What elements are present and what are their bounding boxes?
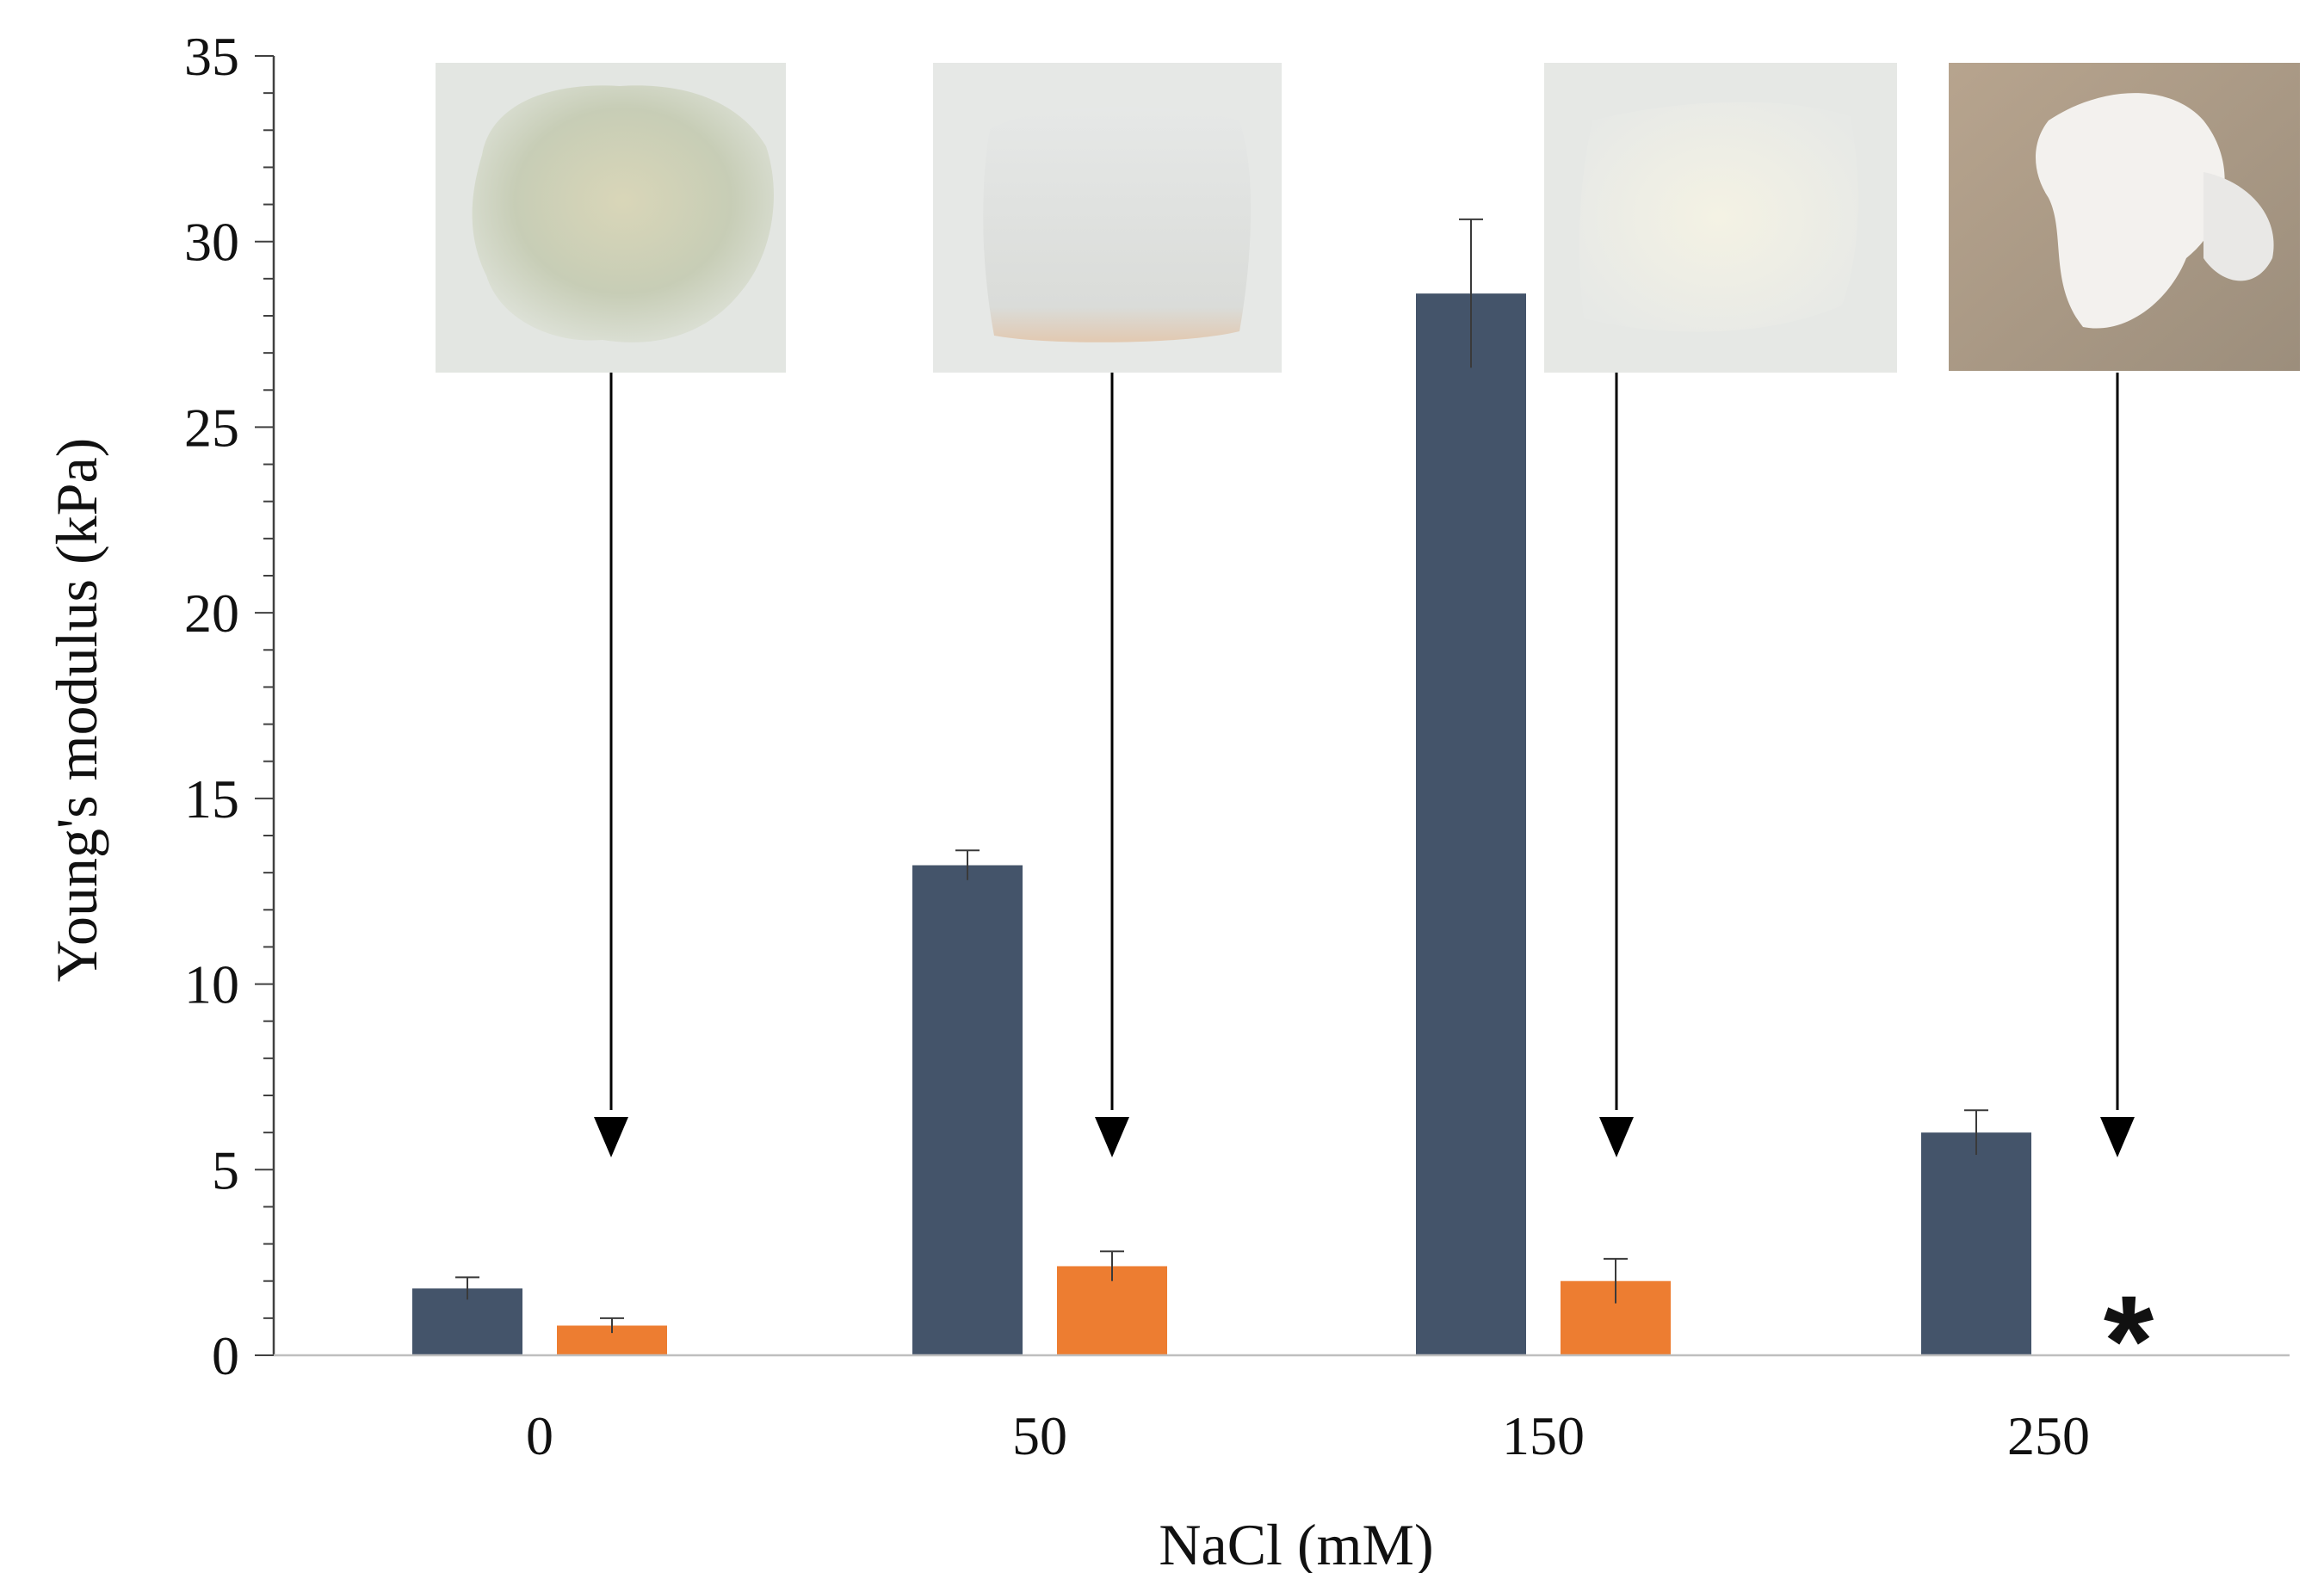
y-tick-label: 35 <box>184 26 239 87</box>
hydrogel-photo-50mM <box>933 63 1282 373</box>
y-tick-label: 0 <box>212 1325 239 1386</box>
y-tick-label: 25 <box>184 397 239 458</box>
y-tick-labels: 0 5 10 15 20 25 30 35 <box>184 26 239 1386</box>
arrows <box>594 373 2135 1157</box>
y-tick-label: 5 <box>212 1139 239 1200</box>
x-tick-label: 150 <box>1502 1405 1585 1466</box>
x-tick-label: 50 <box>1012 1405 1067 1466</box>
bar <box>912 865 1023 1355</box>
bars <box>412 293 2031 1356</box>
x-tick-label: 0 <box>526 1405 553 1466</box>
y-tick-label: 30 <box>184 212 239 273</box>
bar <box>1416 293 1526 1356</box>
arrow-head <box>2100 1117 2135 1157</box>
arrow-head <box>594 1117 628 1157</box>
arrow-head <box>1599 1117 1634 1157</box>
x-tick-labels: 0 50 150 250 <box>526 1405 2090 1466</box>
y-tick-label: 20 <box>184 583 239 644</box>
hydrogel-photo-250mM <box>1949 63 2300 371</box>
x-tick-label: 250 <box>2007 1405 2090 1466</box>
missing-value-marker: * <box>2104 1268 2154 1413</box>
y-axis-title: Young's modulus (kPa) <box>44 438 109 983</box>
axes <box>255 55 2290 1357</box>
error-bars <box>455 218 1988 1334</box>
y-tick-label: 10 <box>184 954 239 1015</box>
arrow-head <box>1095 1117 1129 1157</box>
bar <box>1057 1266 1167 1355</box>
hydrogel-photo-150mM <box>1544 63 1897 373</box>
hydrogel-photo-0mM <box>436 63 786 373</box>
y-tick-label: 15 <box>184 768 239 830</box>
bar <box>1921 1132 2031 1355</box>
x-axis-title: NaCl (mM) <box>1159 1512 1433 1573</box>
